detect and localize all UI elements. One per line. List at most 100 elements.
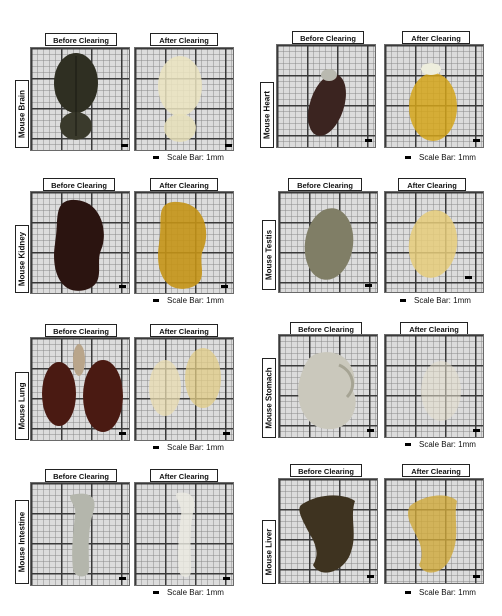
scale-bar [367, 575, 374, 578]
scale-legend-bar [153, 299, 159, 303]
scale-bar [119, 285, 126, 288]
brain-after-image [158, 56, 202, 142]
before-photo [278, 334, 378, 438]
scale-legend-bar [405, 156, 411, 160]
scale-legend: Scale Bar: 1mm [405, 440, 476, 450]
before-header: Before Clearing [43, 178, 115, 191]
scale-bar [465, 276, 472, 279]
after-header: After Clearing [150, 324, 218, 337]
scale-legend-bar [153, 591, 159, 595]
before-photo [30, 337, 130, 441]
intestine-before-image [70, 493, 95, 577]
heart-before-image [308, 69, 346, 136]
after-photo [134, 482, 234, 586]
before-photo [30, 191, 130, 294]
organ-label: Mouse Heart [262, 90, 272, 140]
testis-before-image [304, 208, 354, 280]
scale-legend-text: Scale Bar: 1mm [419, 153, 476, 162]
liver-after-image [408, 495, 457, 573]
before-photo [30, 47, 130, 151]
scale-bar [365, 139, 372, 142]
organ-label: Mouse Intestine [17, 511, 27, 573]
organ-label: Mouse Stomach [264, 367, 274, 429]
organ-label-box: Mouse Stomach [262, 358, 276, 438]
after-header: After Clearing [150, 33, 218, 46]
liver-before-image [299, 495, 355, 573]
before-header: Before Clearing [45, 33, 117, 46]
after-header: After Clearing [150, 178, 218, 191]
scale-legend-text: Scale Bar: 1mm [167, 296, 224, 305]
scale-legend-text: Scale Bar: 1mm [167, 588, 224, 597]
scale-legend-bar [405, 443, 411, 447]
after-photo [384, 334, 484, 438]
scale-legend-text: Scale Bar: 1mm [419, 440, 476, 449]
before-header: Before Clearing [290, 464, 362, 477]
before-photo [276, 44, 376, 148]
organ-label-box: Mouse Brain [15, 80, 29, 148]
organ-label-box: Mouse Lung [15, 372, 29, 440]
lung-before-image [42, 344, 123, 432]
scale-legend-text: Scale Bar: 1mm [167, 443, 224, 452]
organ-label-box: Mouse Intestine [15, 500, 29, 584]
before-header: Before Clearing [288, 178, 362, 191]
before-header: Before Clearing [45, 469, 117, 482]
scale-legend-bar [400, 299, 406, 303]
scale-bar [473, 429, 480, 432]
scale-legend: Scale Bar: 1mm [153, 296, 224, 306]
after-header: After Clearing [402, 31, 470, 44]
scale-bar [225, 144, 232, 147]
scale-bar [121, 144, 128, 147]
scale-bar [473, 575, 480, 578]
scale-legend-text: Scale Bar: 1mm [414, 296, 471, 305]
organ-label-box: Mouse Heart [260, 82, 274, 148]
before-header: Before Clearing [292, 31, 364, 44]
stomach-before-image [298, 352, 356, 430]
after-header: After Clearing [398, 178, 466, 191]
scale-legend: Scale Bar: 1mm [153, 153, 224, 163]
scale-bar [119, 432, 126, 435]
scale-bar [473, 139, 480, 142]
before-header: Before Clearing [45, 324, 117, 337]
lung-after-image [149, 348, 221, 416]
scale-legend: Scale Bar: 1mm [405, 588, 476, 598]
testis-after-image [408, 210, 458, 278]
intestine-after-image [176, 492, 195, 577]
scale-legend-bar [405, 591, 411, 595]
brain-before-image [54, 53, 98, 140]
scale-legend-bar [153, 156, 159, 160]
organ-label: Mouse Kidney [17, 231, 27, 287]
organ-label: Mouse Testis [264, 229, 274, 281]
after-header: After Clearing [150, 469, 218, 482]
scale-legend-text: Scale Bar: 1mm [419, 588, 476, 597]
organ-label: Mouse Lung [17, 382, 27, 430]
before-photo [278, 478, 378, 584]
kidney-before-image [54, 199, 104, 291]
kidney-after-image [158, 201, 207, 289]
after-photo [384, 191, 484, 293]
before-photo [278, 191, 378, 293]
after-photo [134, 191, 234, 294]
after-photo [134, 47, 234, 151]
stomach-after-image [421, 361, 461, 421]
after-photo [384, 44, 484, 148]
organ-label-box: Mouse Liver [262, 520, 276, 584]
scale-legend: Scale Bar: 1mm [405, 153, 476, 163]
scale-bar [221, 285, 228, 288]
scale-bar [365, 284, 372, 287]
scale-legend-text: Scale Bar: 1mm [167, 153, 224, 162]
after-header: After Clearing [400, 322, 468, 335]
before-photo [30, 482, 130, 586]
scale-bar [367, 429, 374, 432]
scale-bar [223, 432, 230, 435]
after-photo [384, 478, 484, 584]
organ-label-box: Mouse Testis [262, 220, 276, 290]
heart-after-image [409, 63, 457, 141]
organ-label-box: Mouse Kidney [15, 225, 29, 293]
after-photo [134, 337, 234, 441]
scale-legend: Scale Bar: 1mm [153, 588, 224, 598]
organ-label: Mouse Liver [264, 528, 274, 576]
scale-bar [223, 577, 230, 580]
scale-bar [119, 577, 126, 580]
after-header: After Clearing [402, 464, 470, 477]
scale-legend: Scale Bar: 1mm [400, 296, 471, 306]
